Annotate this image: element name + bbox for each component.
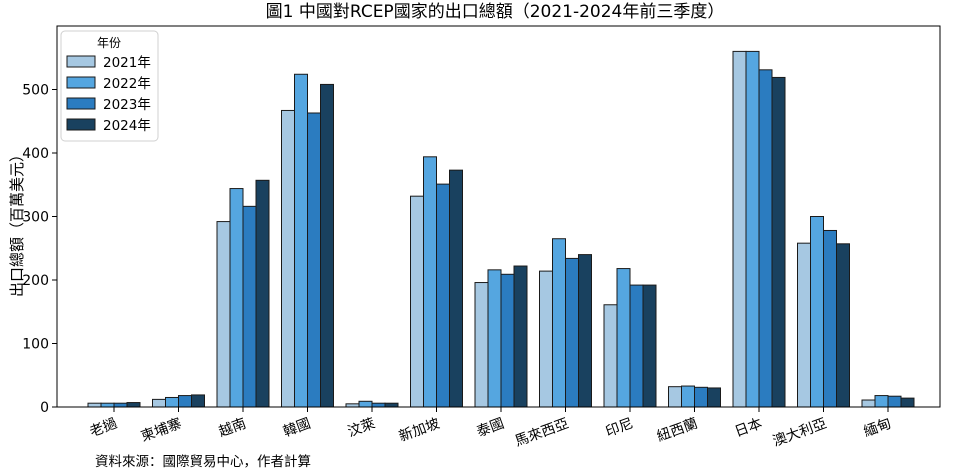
bar bbox=[358, 400, 373, 408]
bar bbox=[449, 169, 463, 408]
x-tick-label: 澳大利亞 bbox=[771, 416, 829, 450]
y-tick-label: 500 bbox=[22, 83, 49, 99]
bar bbox=[384, 402, 399, 408]
bar bbox=[539, 270, 553, 408]
bar bbox=[152, 398, 166, 408]
y-tick-label: 0 bbox=[40, 400, 49, 416]
bar bbox=[629, 284, 644, 408]
bar bbox=[242, 205, 257, 408]
y-tick-label: 200 bbox=[22, 273, 49, 289]
legend-swatch bbox=[66, 97, 96, 110]
bar bbox=[436, 183, 450, 408]
bar bbox=[681, 385, 695, 408]
legend-swatch bbox=[66, 55, 96, 68]
bar bbox=[229, 188, 244, 408]
bar bbox=[423, 156, 437, 408]
legend-entry: 2022年 bbox=[103, 76, 151, 92]
bar bbox=[191, 394, 205, 408]
x-tick-label: 日本 bbox=[733, 416, 765, 441]
chart-title: 圖1 中國對RCEP國家的出口總額（2021-2024年前三季度） bbox=[266, 2, 725, 22]
legend-swatch bbox=[66, 118, 96, 131]
bar bbox=[255, 179, 270, 408]
bar bbox=[758, 69, 773, 408]
bar bbox=[474, 282, 489, 408]
bar bbox=[694, 386, 708, 408]
bar bbox=[281, 109, 295, 408]
x-tick-label: 韓國 bbox=[281, 416, 313, 441]
legend-entry: 2024年 bbox=[103, 118, 151, 134]
bar bbox=[371, 402, 386, 408]
bar bbox=[320, 83, 334, 408]
bar bbox=[707, 387, 721, 408]
y-tick-label: 100 bbox=[22, 337, 49, 353]
x-tick-label: 越南 bbox=[217, 416, 249, 441]
bar bbox=[294, 73, 308, 408]
bar bbox=[552, 238, 566, 408]
bar bbox=[307, 112, 321, 408]
legend-title: 年份 bbox=[97, 36, 121, 50]
bar bbox=[487, 269, 502, 408]
bar bbox=[578, 254, 592, 408]
bar bbox=[216, 221, 231, 408]
bar bbox=[836, 243, 850, 408]
bar bbox=[165, 396, 179, 408]
bar bbox=[178, 395, 192, 408]
y-axis-label: 出口總額（百萬美元） bbox=[8, 147, 26, 297]
x-tick-label: 柬埔寨 bbox=[139, 415, 184, 445]
x-tick-label: 汶萊 bbox=[345, 415, 377, 441]
bar bbox=[797, 242, 811, 408]
bar bbox=[900, 397, 915, 408]
x-tick-label: 緬甸 bbox=[862, 416, 894, 441]
legend-entry: 2021年 bbox=[103, 55, 151, 71]
legend: 年份 2021年 2022年 2023年 2024年 bbox=[60, 30, 159, 142]
bar bbox=[616, 268, 631, 408]
bar bbox=[861, 399, 876, 408]
bar bbox=[513, 265, 528, 408]
x-tick-label: 印尼 bbox=[604, 416, 636, 441]
bar bbox=[810, 216, 824, 408]
x-tick-label: 馬來西亞 bbox=[513, 416, 571, 450]
y-tick-label: 400 bbox=[22, 146, 49, 162]
bar bbox=[113, 402, 128, 408]
bar bbox=[887, 395, 902, 408]
bar bbox=[642, 284, 657, 408]
bar bbox=[603, 304, 618, 408]
bar bbox=[565, 257, 579, 408]
plot-area: 0 100 200 300 400 500 老撾 柬埔寨 越南 韓國 汶萊 新加坡 泰國 馬來西亞 印尼 紐西… bbox=[22, 25, 941, 450]
x-tick-label: 老撾 bbox=[88, 416, 120, 441]
source-note: 資料來源：國際貿易中心，作者計算 bbox=[95, 454, 311, 470]
bar bbox=[410, 195, 424, 408]
bar bbox=[100, 402, 115, 408]
x-tick-label: 新加坡 bbox=[397, 416, 442, 445]
bar bbox=[668, 386, 682, 408]
x-tick-label: 紐西蘭 bbox=[655, 416, 700, 445]
legend-entry: 2023年 bbox=[103, 97, 151, 113]
bar bbox=[745, 50, 760, 408]
bar bbox=[874, 395, 889, 408]
bar bbox=[87, 402, 102, 408]
bar bbox=[126, 402, 141, 408]
legend-swatch bbox=[66, 76, 96, 89]
y-tick-label: 300 bbox=[22, 210, 49, 226]
bar bbox=[823, 229, 837, 408]
x-tick-label: 泰國 bbox=[475, 416, 507, 441]
bar bbox=[771, 76, 786, 408]
bar bbox=[500, 273, 515, 408]
bar bbox=[732, 50, 747, 408]
